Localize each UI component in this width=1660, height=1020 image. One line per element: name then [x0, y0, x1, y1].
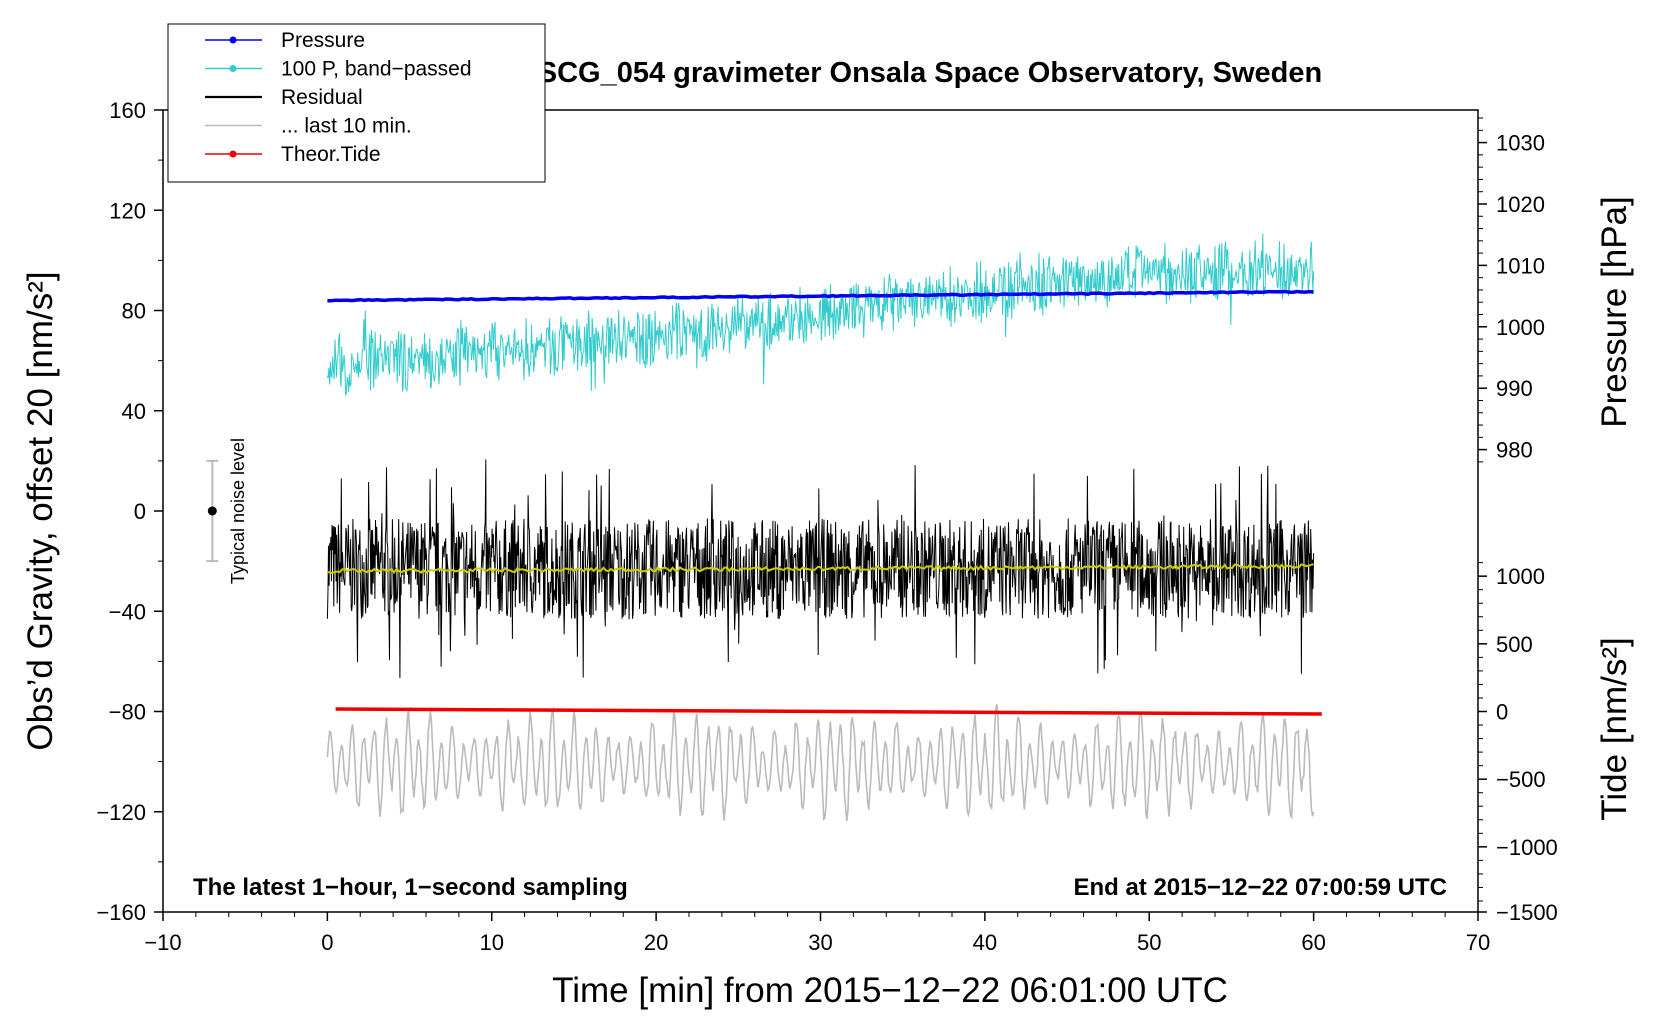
legend-label: 100 P, band−passed — [281, 58, 472, 81]
tide-tick-label: 500 — [1496, 632, 1533, 657]
tide-tick-label: 1000 — [1496, 564, 1545, 589]
legend-marker — [229, 150, 237, 158]
legend-items: Pressure 100 P, band−passed Residual ... la… — [205, 29, 472, 166]
y-tick-label: 120 — [109, 198, 146, 223]
tide-tick-label: 0 — [1496, 700, 1508, 725]
chart-title: SCG_054 gravimeter Onsala Space Observat… — [538, 57, 1322, 89]
pressure-tick-label: 1030 — [1496, 131, 1545, 156]
pressure-bandpassed-line — [326, 233, 1315, 397]
legend-label: Residual — [281, 86, 363, 109]
legend-label: Theor.Tide — [281, 143, 381, 166]
pressure-tick-label: 990 — [1496, 376, 1533, 401]
noise-level-indicator: Typical noise level — [206, 438, 248, 584]
y-tick-label: −40 — [109, 599, 146, 624]
x-axis-label: Time [min] from 2015−12−22 06:01:00 UTC — [552, 971, 1228, 1010]
series-layer — [326, 233, 1322, 822]
sampling-annotation: The latest 1−hour, 1−second sampling — [193, 874, 628, 901]
legend: Pressure 100 P, band−passed Residual ... la… — [167, 23, 546, 183]
pressure-tick-label: 1020 — [1496, 192, 1545, 217]
tide-tick-label: −1500 — [1496, 900, 1558, 925]
noise-level-dot — [207, 506, 217, 516]
legend-marker — [229, 36, 237, 44]
pressure-axis-ticks: 1030 1020 1010 1000 990 980 — [1478, 117, 1545, 463]
noise-level-label: Typical noise level — [228, 438, 248, 584]
residual-mean-line — [327, 563, 1314, 575]
last-10-min-line — [326, 704, 1315, 822]
legend-label: Pressure — [281, 29, 365, 52]
legend-marker — [229, 65, 237, 72]
y-tick-label: 80 — [122, 299, 146, 324]
tide-axis-label: Tide [nm/s²] — [1595, 637, 1634, 820]
pressure-line — [327, 289, 1314, 303]
y-tick-label: 40 — [122, 399, 146, 424]
x-tick-label: 0 — [321, 930, 333, 955]
pressure-tick-label: 980 — [1496, 438, 1533, 463]
left-y-axis-ticks: 160 120 80 40 0 −40 −80 −120 −160 — [96, 98, 163, 925]
x-tick-label: 70 — [1466, 930, 1490, 955]
x-tick-label: 20 — [644, 930, 668, 955]
x-tick-label: 10 — [480, 930, 504, 955]
pressure-tick-label: 1000 — [1496, 315, 1545, 340]
legend-label: ... last 10 min. — [281, 115, 412, 138]
y-tick-label: −160 — [96, 900, 146, 925]
tide-tick-label: −500 — [1496, 767, 1546, 792]
x-tick-label: 40 — [973, 930, 997, 955]
y-tick-label: 160 — [109, 98, 146, 123]
x-tick-label: 50 — [1137, 930, 1161, 955]
pressure-axis-label: Pressure [hPa] — [1595, 196, 1634, 428]
tide-tick-label: −1000 — [1496, 835, 1558, 860]
x-tick-label: 30 — [808, 930, 832, 955]
y-tick-label: 0 — [134, 499, 146, 524]
x-axis-ticks: −10 0 10 20 30 40 50 60 70 — [144, 912, 1490, 955]
y-tick-label: −80 — [109, 700, 146, 725]
x-tick-label: −10 — [144, 930, 181, 955]
tide-axis-ticks: 1000 500 0 −500 −1000 −1500 — [1478, 562, 1558, 925]
x-tick-label: 60 — [1301, 930, 1325, 955]
y-tick-label: −120 — [96, 800, 146, 825]
end-time-annotation: End at 2015−12−22 07:00:59 UTC — [1073, 874, 1447, 901]
theoretical-tide-line — [335, 707, 1322, 716]
left-y-axis-label: Obs’d Gravity, offset 20 [nm/s²] — [21, 271, 60, 750]
pressure-tick-label: 1010 — [1496, 253, 1545, 278]
